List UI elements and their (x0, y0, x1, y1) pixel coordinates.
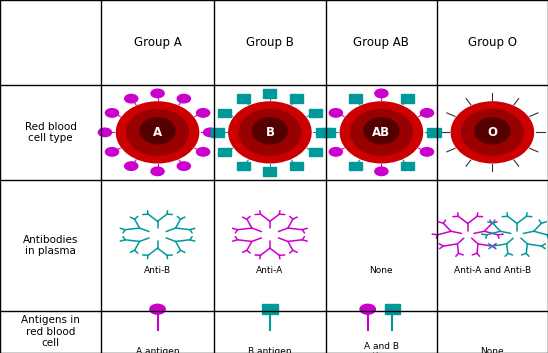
Bar (237, 94, 250, 103)
Text: Group AB: Group AB (353, 36, 409, 49)
Text: A: A (153, 126, 162, 139)
Text: A and B
antigens: A and B antigens (362, 342, 401, 353)
Text: None: None (481, 347, 504, 353)
Ellipse shape (452, 102, 534, 163)
Ellipse shape (229, 102, 311, 163)
Text: Group B: Group B (246, 36, 294, 49)
Bar (349, 162, 362, 170)
Bar (385, 304, 400, 314)
Bar (263, 167, 276, 175)
Ellipse shape (239, 109, 301, 155)
Bar (262, 304, 277, 314)
Circle shape (420, 109, 433, 117)
Ellipse shape (475, 118, 510, 144)
Circle shape (360, 304, 375, 314)
Circle shape (420, 148, 433, 156)
Bar (218, 148, 231, 156)
Ellipse shape (116, 102, 198, 163)
Circle shape (124, 94, 138, 103)
Text: B: B (265, 126, 275, 139)
Text: Anti-A and Anti-B: Anti-A and Anti-B (454, 265, 531, 275)
Bar (237, 162, 250, 170)
Ellipse shape (364, 118, 399, 144)
Circle shape (150, 304, 165, 314)
Circle shape (178, 94, 191, 103)
Bar (290, 94, 303, 103)
Text: None: None (369, 265, 393, 275)
Bar (349, 94, 362, 103)
Circle shape (151, 167, 164, 175)
Bar (210, 128, 224, 137)
Bar (401, 94, 414, 103)
Circle shape (105, 109, 118, 117)
Circle shape (375, 167, 388, 175)
Text: O: O (487, 126, 498, 139)
Text: Group O: Group O (468, 36, 517, 49)
Ellipse shape (461, 109, 523, 155)
Circle shape (204, 128, 216, 137)
Text: Red blood
cell type: Red blood cell type (25, 121, 77, 143)
Bar (263, 89, 276, 98)
Bar (401, 162, 414, 170)
Ellipse shape (340, 102, 423, 163)
Circle shape (197, 148, 210, 156)
Circle shape (105, 148, 118, 156)
Circle shape (98, 128, 112, 137)
Circle shape (329, 109, 342, 117)
Bar (427, 128, 441, 137)
Circle shape (124, 162, 138, 170)
Ellipse shape (127, 109, 189, 155)
Ellipse shape (253, 118, 287, 144)
Circle shape (151, 89, 164, 98)
Circle shape (329, 148, 342, 156)
Text: Anti-A: Anti-A (256, 265, 283, 275)
Bar (322, 128, 335, 137)
Bar (289, 162, 302, 170)
Text: Antigens in
red blood
cell: Antigens in red blood cell (21, 315, 80, 348)
Bar (309, 109, 322, 117)
Circle shape (177, 162, 190, 170)
Text: Group A: Group A (134, 36, 181, 49)
Bar (316, 128, 329, 137)
Circle shape (375, 89, 388, 98)
Text: Anti-B: Anti-B (144, 265, 171, 275)
Text: A antigen: A antigen (136, 347, 179, 353)
Bar (218, 109, 231, 117)
Text: Antibodies
in plasma: Antibodies in plasma (23, 234, 78, 256)
Bar (309, 148, 322, 156)
Ellipse shape (351, 109, 412, 155)
Ellipse shape (140, 118, 175, 144)
Circle shape (197, 109, 210, 117)
Text: B antigen: B antigen (248, 347, 292, 353)
Text: AB: AB (372, 126, 391, 139)
